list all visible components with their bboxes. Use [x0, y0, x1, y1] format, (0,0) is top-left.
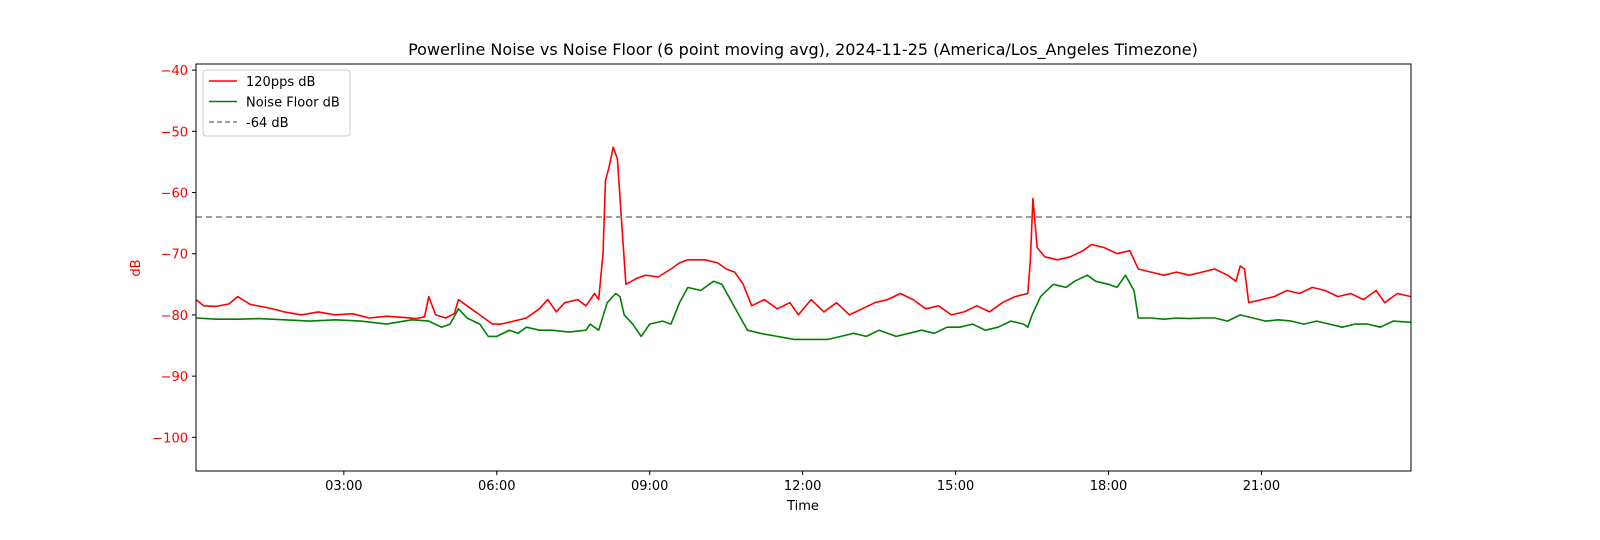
y-tick-label: −70 — [161, 248, 188, 263]
x-tick-label: 18:00 — [1090, 479, 1127, 494]
x-tick-label: 09:00 — [631, 479, 668, 494]
legend: 120pps dB Noise Floor dB -64 dB — [203, 70, 350, 136]
legend-label: 120pps dB — [246, 75, 315, 90]
plot-area — [196, 147, 1411, 339]
x-tick-label: 06:00 — [478, 479, 515, 494]
x-tick-label: 03:00 — [325, 479, 362, 494]
y-axis-label: dB — [129, 259, 144, 276]
axes-frame — [196, 64, 1411, 471]
legend-label: Noise Floor dB — [246, 96, 340, 111]
chart-title: Powerline Noise vs Noise Floor (6 point … — [408, 40, 1198, 60]
y-axis: −40 −50 −60 −70 −80 −90 −100 — [152, 64, 196, 446]
x-tick-label: 21:00 — [1243, 479, 1280, 494]
series-line-noise-floor-db — [196, 275, 1411, 339]
x-tick-label: 15:00 — [937, 479, 974, 494]
series-line-120pps-db — [196, 147, 1411, 324]
x-axis-label: Time — [786, 499, 819, 514]
y-tick-label: −40 — [161, 64, 188, 79]
y-tick-label: −50 — [161, 125, 188, 140]
x-axis: 03:00 06:00 09:00 12:00 15:00 18:00 21:00 — [325, 471, 1280, 494]
y-tick-label: −100 — [152, 431, 188, 446]
legend-label: -64 dB — [246, 116, 289, 131]
y-tick-label: −90 — [161, 370, 188, 385]
y-tick-label: −80 — [161, 309, 188, 324]
x-tick-label: 12:00 — [784, 479, 821, 494]
y-tick-label: −60 — [161, 187, 188, 202]
